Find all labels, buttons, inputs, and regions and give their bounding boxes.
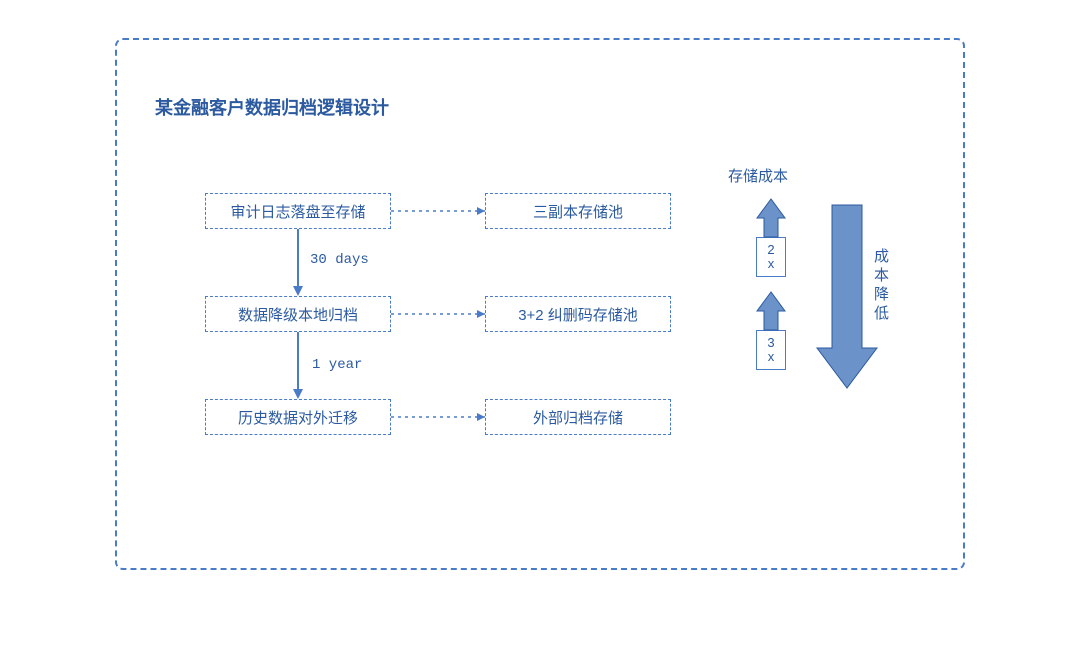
edge-label-1year: 1 year [312, 357, 362, 373]
factor-3x: 3 x [756, 330, 786, 370]
node-external-migrate: 历史数据对外迁移 [205, 399, 391, 435]
factor-2x-text: 2 x [767, 243, 774, 272]
factor-3x-text: 3 x [767, 336, 774, 365]
node-erasure-code: 3+2 纠删码存储池 [485, 296, 671, 332]
node-local-archive: 数据降级本地归档 [205, 296, 391, 332]
factor-2x: 2 x [756, 237, 786, 277]
node-audit-log: 审计日志落盘至存储 [205, 193, 391, 229]
cost-header: 存储成本 [728, 165, 788, 186]
node-three-replica: 三副本存储池 [485, 193, 671, 229]
edge-label-30days: 30 days [310, 252, 369, 268]
diagram-title: 某金融客户数据归档逻辑设计 [155, 94, 389, 120]
node-external-archive: 外部归档存储 [485, 399, 671, 435]
cost-reduce-label: 成本降低 [870, 248, 891, 324]
